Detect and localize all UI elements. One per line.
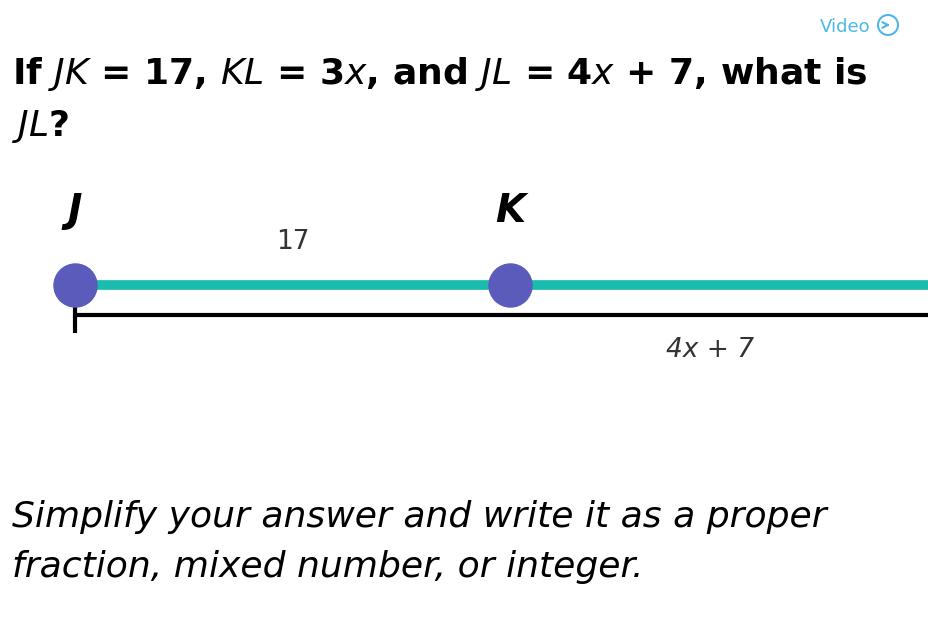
Text: 17: 17 bbox=[276, 229, 309, 255]
Text: Simplify your answer and write it as a proper: Simplify your answer and write it as a p… bbox=[12, 500, 826, 534]
Text: Video: Video bbox=[819, 18, 870, 36]
Text: 4x + 7: 4x + 7 bbox=[665, 337, 754, 363]
Text: K: K bbox=[495, 192, 524, 230]
Point bbox=[502, 280, 517, 290]
Text: J: J bbox=[68, 192, 83, 230]
Text: fraction, mixed number, or integer.: fraction, mixed number, or integer. bbox=[12, 550, 643, 584]
Text: $\mathit{JL}$?: $\mathit{JL}$? bbox=[12, 108, 70, 145]
Point bbox=[68, 280, 83, 290]
Text: If $\mathit{JK}$ = 17, $\mathit{KL}$ = 3$\mathit{x}$, and $\mathit{JL}$ = 4$\mat: If $\mathit{JK}$ = 17, $\mathit{KL}$ = 3… bbox=[12, 55, 867, 93]
